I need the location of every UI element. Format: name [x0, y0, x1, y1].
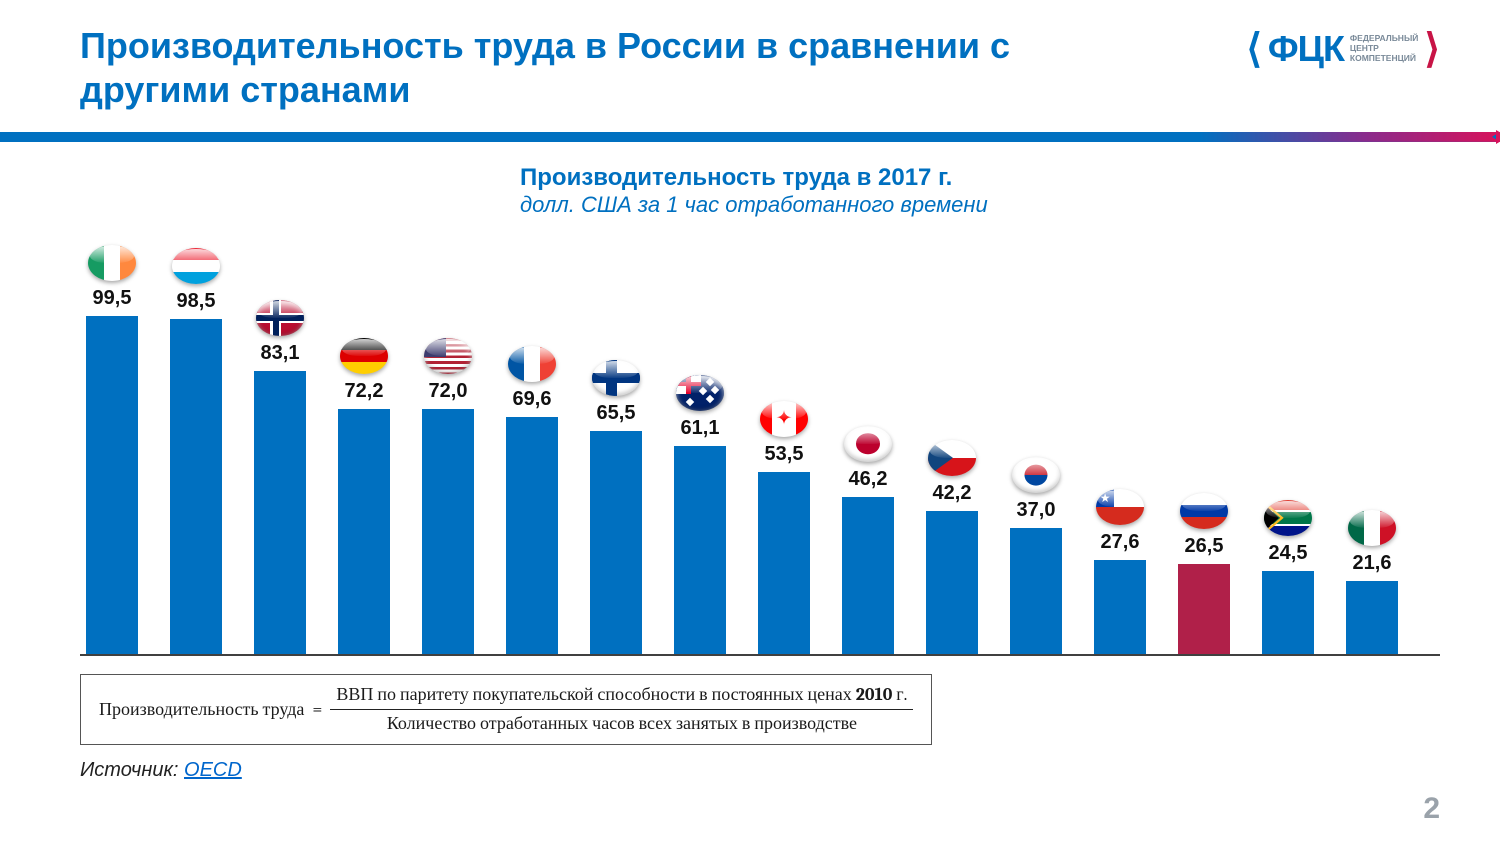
bar [170, 319, 222, 654]
page-number: 2 [1423, 792, 1440, 826]
bar [1010, 528, 1062, 654]
source-label: Источник: [80, 759, 178, 781]
bar-value-label: 98,5 [177, 290, 216, 313]
chart-title: Производительность труда в 2017 г. [520, 164, 1440, 192]
bar-value-label: 27,6 [1101, 531, 1140, 554]
bar-value-label: 21,6 [1353, 552, 1392, 575]
bar [674, 446, 726, 654]
mexico-flag-icon [1348, 510, 1396, 546]
bar-col-chile: ★ 27,6 [1094, 489, 1146, 654]
divider-rule [0, 132, 1500, 142]
bar-col-ireland: 99,5 [86, 245, 138, 654]
bar [422, 409, 474, 654]
bar-col-mexico: 21,6 [1346, 510, 1398, 654]
bar-col-japan: 46,2 [842, 426, 894, 654]
logo-subtext: ФЕДЕРАЛЬНЫЙ ЦЕНТР КОМПЕТЕНЦИЙ [1350, 34, 1418, 63]
source-link[interactable]: OECD [184, 759, 242, 781]
bar-col-norway: 83,1 [254, 300, 306, 654]
luxembourg-flag-icon [172, 248, 220, 284]
bar-value-label: 72,2 [345, 380, 384, 403]
logo-bracket-right-icon: ⟩ [1424, 29, 1440, 69]
bar [1346, 581, 1398, 654]
japan-flag-icon [844, 426, 892, 462]
bar-col-south-korea: 37,0 [1010, 457, 1062, 654]
logo: ⟨ ФЦК ФЕДЕРАЛЬНЫЙ ЦЕНТР КОМПЕТЕНЦИЙ ⟩ [1246, 28, 1440, 70]
australia-flag-icon [676, 375, 724, 411]
formula-fraction: ВВП по паритету покупательской способнос… [330, 683, 913, 737]
formula-numerator: ВВП по паритету покупательской способнос… [330, 683, 913, 710]
formula-equals: = [312, 699, 322, 720]
formula-box: Производительность труда = ВВП по парите… [80, 674, 932, 746]
bar-col-usa: 72,0 [422, 338, 474, 654]
bar-value-label: 46,2 [849, 468, 888, 491]
bar-value-label: 24,5 [1269, 542, 1308, 565]
czech-flag-icon [928, 440, 976, 476]
source-line: Источник: OECD [80, 759, 1440, 782]
usa-flag-icon [424, 338, 472, 374]
bar-value-label: 69,6 [513, 388, 552, 411]
slide-title: Производительность труда в России в срав… [80, 24, 1080, 112]
canada-flag-icon: ✦ [760, 401, 808, 437]
chart-subtitle: долл. США за 1 час отработанного времени [520, 192, 1440, 218]
bar-value-label: 65,5 [597, 402, 636, 425]
bar-value-label: 99,5 [93, 287, 132, 310]
bar [338, 409, 390, 654]
bar-value-label: 37,0 [1017, 499, 1056, 522]
bar-value-label: 72,0 [429, 380, 468, 403]
formula-denominator: Количество отработанных часов всех занят… [381, 710, 863, 736]
bar-chart: 99,5 98,5 83,1 72,2 72,0 69,6 65,5 61,1 ✦ 53,5 46,… [80, 224, 1440, 656]
bar [758, 472, 810, 654]
bar [926, 511, 978, 654]
france-flag-icon [508, 346, 556, 382]
bar-col-luxembourg: 98,5 [170, 248, 222, 654]
bar-col-russia: 26,5 [1178, 493, 1230, 654]
bar-col-france: 69,6 [506, 346, 558, 654]
bar-col-czech: 42,2 [926, 440, 978, 654]
germany-flag-icon [340, 338, 388, 374]
bar [86, 316, 138, 654]
formula-lhs: Производительность труда [99, 699, 304, 720]
south-korea-flag-icon [1012, 457, 1060, 493]
finland-flag-icon [592, 360, 640, 396]
bar-value-label: 61,1 [681, 417, 720, 440]
bar [842, 497, 894, 654]
bar-col-south-africa: 24,5 [1262, 500, 1314, 654]
rule-arrow-icon [1496, 130, 1500, 144]
south-africa-flag-icon [1264, 500, 1312, 536]
norway-flag-icon [256, 300, 304, 336]
russia-flag-icon [1180, 493, 1228, 529]
bar-col-canada: ✦ 53,5 [758, 401, 810, 654]
logo-letters: ФЦК [1268, 28, 1344, 70]
bar [506, 417, 558, 654]
ireland-flag-icon [88, 245, 136, 281]
logo-bracket-left-icon: ⟨ [1246, 29, 1262, 69]
bar [254, 371, 306, 654]
bar [1094, 560, 1146, 654]
bar-col-finland: 65,5 [590, 360, 642, 654]
bar [1262, 571, 1314, 654]
chile-flag-icon: ★ [1096, 489, 1144, 525]
bar-value-label: 42,2 [933, 482, 972, 505]
bar [1178, 564, 1230, 654]
bar-col-germany: 72,2 [338, 338, 390, 654]
bar [590, 431, 642, 654]
bar-value-label: 53,5 [765, 443, 804, 466]
bar-value-label: 26,5 [1185, 535, 1224, 558]
bar-col-australia: 61,1 [674, 375, 726, 654]
bar-value-label: 83,1 [261, 342, 300, 365]
